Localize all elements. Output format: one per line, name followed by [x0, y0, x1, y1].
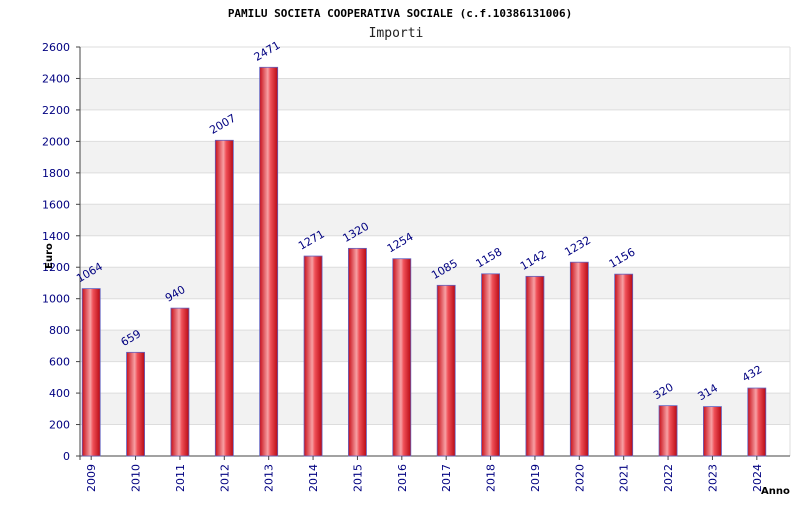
- x-tick-label-2013: 2013: [263, 464, 276, 492]
- y-tick-label: 1000: [42, 293, 70, 306]
- x-tick-label-2021: 2021: [618, 464, 631, 492]
- bars: [81, 66, 767, 457]
- bar-2023: [703, 406, 722, 457]
- x-tick-label-2009: 2009: [85, 464, 98, 492]
- x-tick-label-2019: 2019: [529, 464, 542, 492]
- bar-2021: [614, 273, 634, 457]
- y-tick-label: 2600: [42, 41, 70, 54]
- bar-2013: [259, 66, 279, 457]
- bar-2014: [303, 255, 323, 457]
- y-tick-label: 2400: [42, 72, 70, 85]
- grid-band: [80, 172, 790, 205]
- x-tick-label-2016: 2016: [396, 464, 409, 492]
- y-tick-label: 200: [49, 419, 70, 432]
- bar-2016: [392, 258, 412, 457]
- bar-2018: [481, 273, 500, 457]
- grid-band: [80, 361, 790, 394]
- grid-band: [80, 47, 790, 79]
- bar-2010: [126, 351, 145, 457]
- x-axis-label: Anno: [761, 486, 790, 497]
- grid-band: [80, 330, 790, 362]
- x-tick-label-2023: 2023: [706, 464, 719, 492]
- y-tick-label: 0: [63, 450, 70, 463]
- y-tick-label: 2000: [42, 135, 70, 148]
- x-tick-label-2017: 2017: [440, 464, 453, 492]
- grid-band: [80, 78, 790, 110]
- y-axis: 0 200 400 600 800 1000 1200 1400 1600 1800 2000 220…: [42, 41, 790, 463]
- grid-band: [80, 109, 790, 142]
- y-axis-label: Euro: [44, 243, 55, 269]
- x-tick-label-2012: 2012: [218, 464, 231, 492]
- y-tick-label: 1200: [42, 261, 70, 274]
- y-tick-label: 1400: [42, 230, 70, 243]
- chart-subtitle: Importi: [369, 26, 424, 41]
- grid-band: [80, 235, 790, 268]
- x-tick-label-2020: 2020: [573, 464, 586, 492]
- y-tick-label: 800: [49, 324, 70, 337]
- grid-band: [80, 298, 790, 331]
- y-tick-label: 400: [49, 387, 70, 400]
- x-axis: 2009 2010 2011 2012 2013 2014 2015 2016 2017 2018…: [85, 456, 764, 492]
- y-tick-label: 2200: [42, 104, 70, 117]
- bar-2009: [81, 288, 101, 457]
- y-tick-label: 1800: [42, 167, 70, 180]
- bar-2019: [525, 275, 545, 457]
- grid-band: [80, 141, 790, 173]
- grid-band: [80, 267, 790, 299]
- bar-2011: [170, 307, 190, 457]
- x-tick-label-2014: 2014: [307, 464, 320, 492]
- bar-2020: [569, 261, 589, 457]
- x-tick-label-2022: 2022: [662, 464, 675, 492]
- x-tick-label-2015: 2015: [351, 464, 364, 492]
- grid-bands: [80, 46, 791, 457]
- x-tick-label-2018: 2018: [485, 464, 498, 492]
- y-tick-label: 1600: [42, 198, 70, 211]
- chart-title: PAMILU SOCIETA COOPERATIVA SOCIALE (c.f.…: [228, 7, 572, 20]
- bar-2017: [436, 284, 456, 457]
- x-tick-label-2010: 2010: [130, 464, 143, 492]
- y-tick-label: 600: [49, 356, 70, 369]
- grid-band: [80, 204, 790, 236]
- bar-2024: [747, 387, 767, 457]
- x-tick-label-2024: 2024: [751, 464, 764, 492]
- bar-2022: [658, 405, 678, 457]
- bar-2015: [348, 247, 367, 457]
- bar-2012: [214, 139, 234, 457]
- x-tick-label-2011: 2011: [174, 464, 187, 492]
